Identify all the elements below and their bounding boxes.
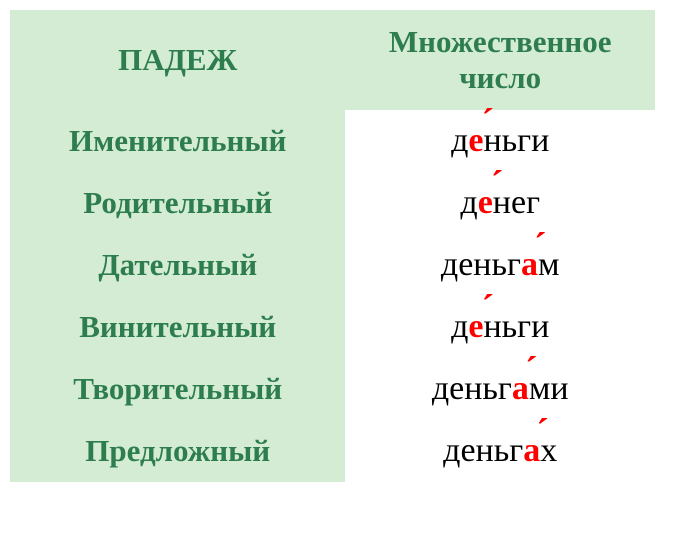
word-stress: а — [523, 432, 540, 469]
word-pre: д — [460, 184, 477, 221]
case-name: Родительный — [10, 172, 345, 234]
word-pre: деньг — [432, 370, 512, 407]
word-form: денег — [345, 172, 655, 234]
header-case-label: ПАДЕЖ — [118, 42, 237, 77]
word-pre: д — [451, 308, 468, 345]
header-case: ПАДЕЖ — [10, 10, 345, 110]
case-name: Винительный — [10, 296, 345, 358]
header-plural: Множественное число — [345, 10, 655, 110]
table-row: Творительный деньгами — [10, 358, 655, 420]
table-row: Предложный деньгах — [10, 420, 655, 482]
table-header-row: ПАДЕЖ Множественное число — [10, 10, 655, 110]
word-form: деньги — [345, 296, 655, 358]
word-stress: а — [521, 246, 538, 283]
word-form: деньгам — [345, 234, 655, 296]
case-name: Именительный — [10, 110, 345, 172]
word-pre: деньг — [441, 246, 521, 283]
table-row: Именительный деньги — [10, 110, 655, 172]
word-pre: д — [451, 122, 468, 159]
table-row: Дательный деньгам — [10, 234, 655, 296]
case-name: Творительный — [10, 358, 345, 420]
word-stress: е — [468, 308, 483, 345]
word-stress: е — [478, 184, 493, 221]
declension-table: ПАДЕЖ Множественное число Именительный д… — [10, 10, 655, 482]
header-plural-line2: число — [459, 60, 541, 95]
word-stress: е — [468, 122, 483, 159]
word-form: деньгами — [345, 358, 655, 420]
word-pre: деньг — [443, 432, 523, 469]
table-row: Родительный денег — [10, 172, 655, 234]
case-name: Дательный — [10, 234, 345, 296]
case-name: Предложный — [10, 420, 345, 482]
header-plural-line1: Множественное — [389, 24, 612, 59]
word-stress: а — [512, 370, 529, 407]
table-row: Винительный деньги — [10, 296, 655, 358]
word-form: деньгах — [345, 420, 655, 482]
